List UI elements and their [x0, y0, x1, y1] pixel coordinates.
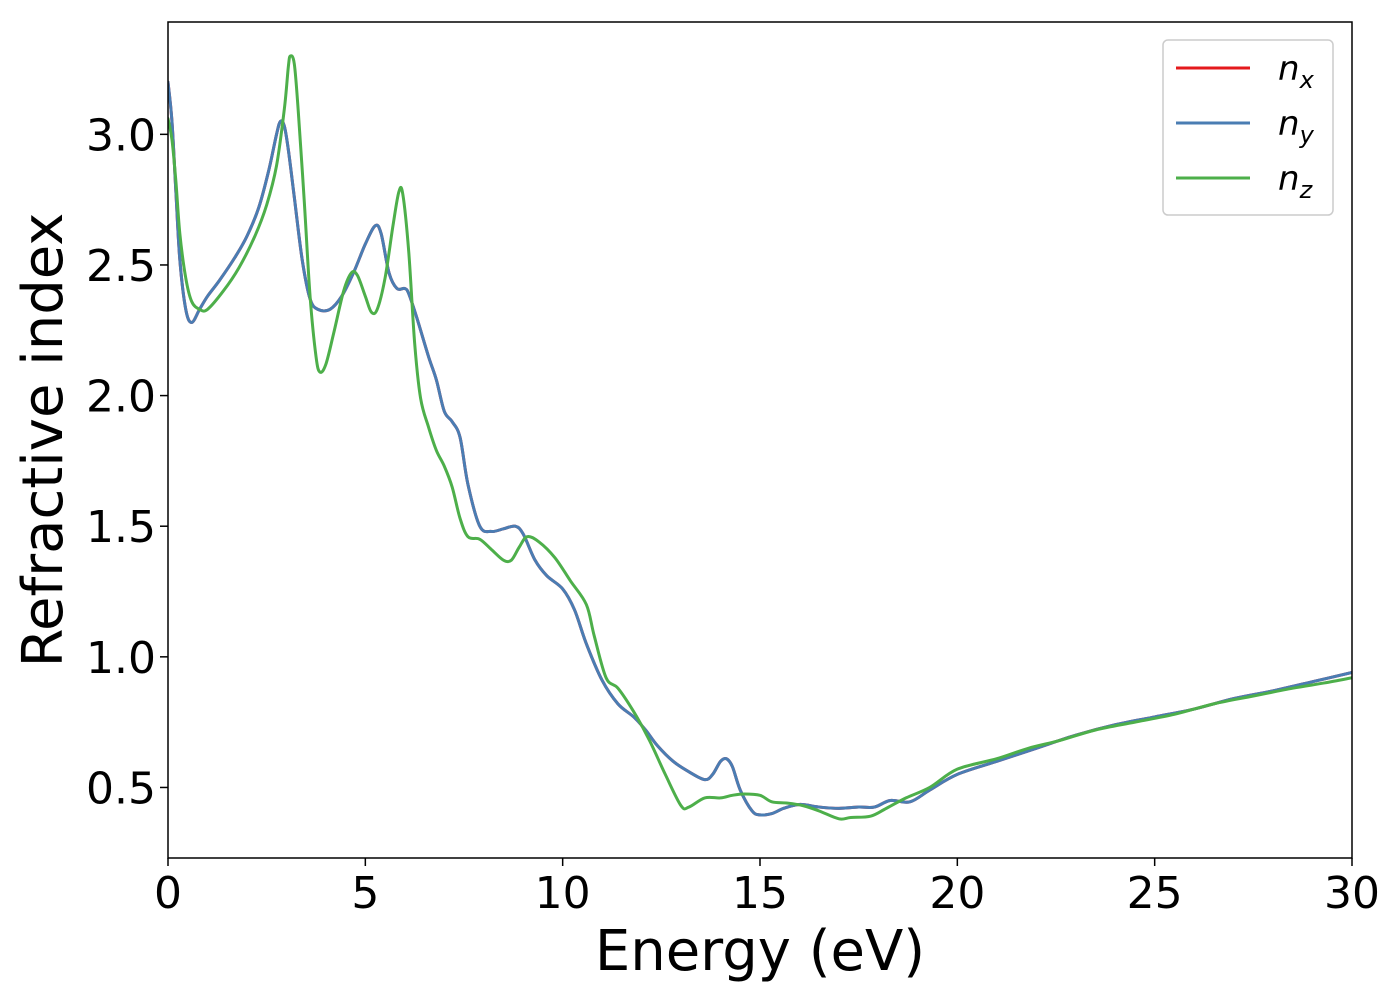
- x-tick-label: 30: [1324, 868, 1380, 919]
- y-tick-label: 3.0: [86, 110, 156, 161]
- plot-area: [168, 54, 1352, 821]
- legend: nx ny nz: [1162, 39, 1334, 216]
- legend-label-nz: nz: [1278, 159, 1314, 204]
- x-tick-label: 10: [535, 868, 591, 919]
- y-tick-label: 2.0: [86, 372, 156, 423]
- y-tick-label: 1.5: [86, 502, 156, 553]
- series-line-nz: [168, 54, 1352, 821]
- y-tick-label: 2.5: [86, 241, 156, 292]
- y-axis-label: Refractive index: [11, 213, 76, 668]
- x-tick-label: 25: [1127, 868, 1183, 919]
- axis-ticks: 0 5 10 15 20 25 30 0.5 1.0 1.5 2.0 2.5 3.0: [86, 110, 1380, 919]
- x-tick-label: 0: [154, 868, 182, 919]
- legend-label-ny: ny: [1278, 104, 1315, 149]
- y-tick-label: 1.0: [86, 633, 156, 684]
- y-tick-label: 0.5: [86, 763, 156, 814]
- legend-box: [1162, 39, 1334, 216]
- legend-label-nx: nx: [1278, 49, 1315, 94]
- x-tick-label: 20: [929, 868, 985, 919]
- x-tick-label: 15: [732, 868, 788, 919]
- x-tick-label: 5: [351, 868, 379, 919]
- x-axis-label: Energy (eV): [595, 919, 925, 984]
- series-line-ny: [168, 80, 1352, 817]
